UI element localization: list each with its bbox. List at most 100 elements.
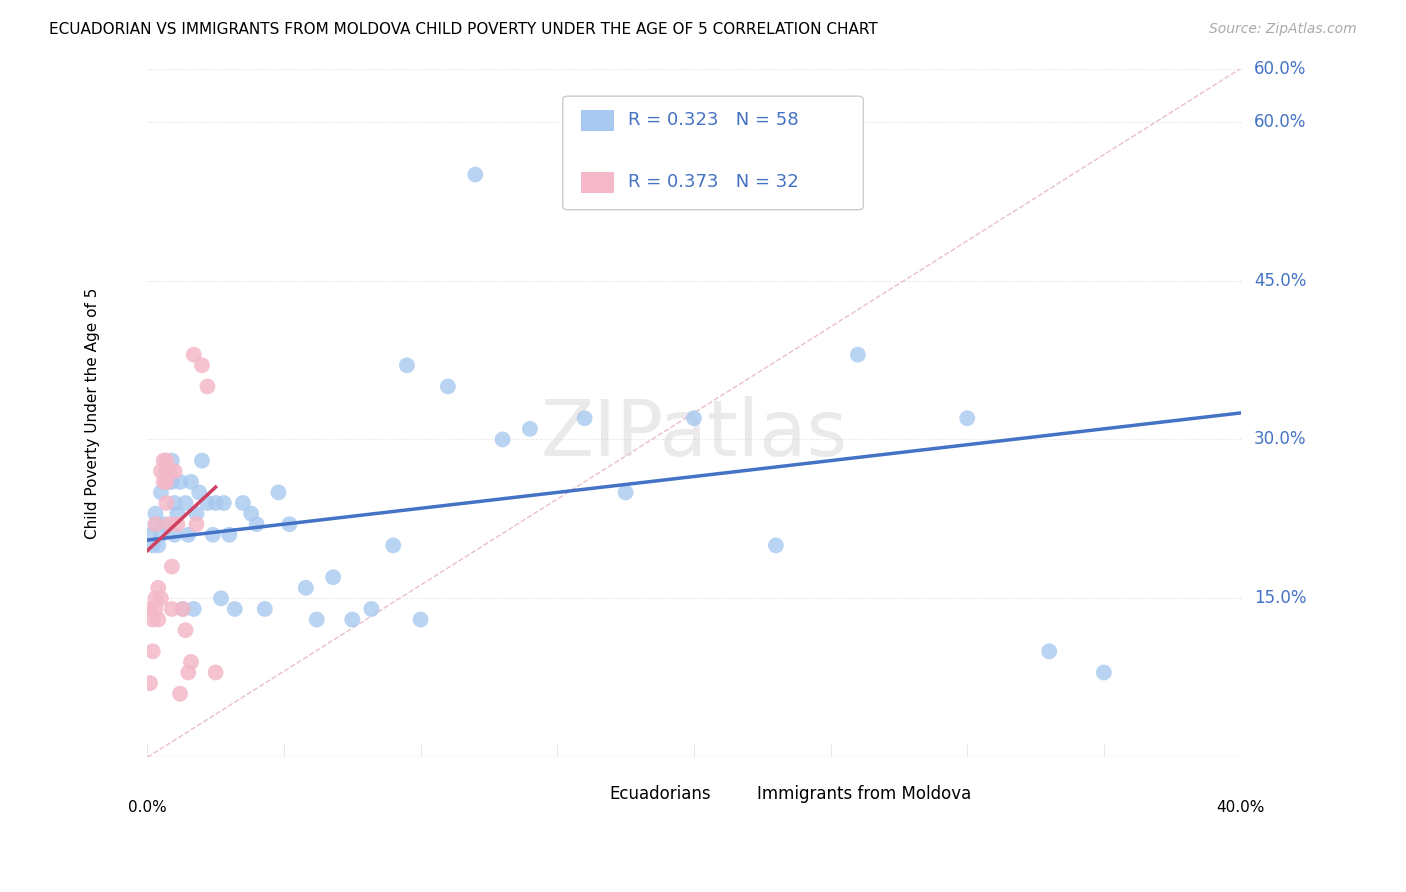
Point — [186, 507, 208, 521]
Point — [142, 538, 165, 552]
Point — [683, 411, 706, 425]
Point — [188, 485, 211, 500]
Point — [139, 602, 162, 616]
Point — [846, 348, 869, 362]
Text: 40.0%: 40.0% — [1216, 799, 1265, 814]
Text: Child Poverty Under the Age of 5: Child Poverty Under the Age of 5 — [86, 287, 100, 539]
Point — [142, 613, 165, 627]
Point — [382, 538, 405, 552]
Point — [437, 379, 460, 393]
Point — [614, 485, 637, 500]
Bar — [579, 787, 603, 802]
Point — [145, 591, 167, 606]
Point — [166, 517, 188, 532]
Point — [166, 507, 188, 521]
Point — [163, 464, 186, 478]
Point — [253, 602, 276, 616]
Point — [305, 613, 328, 627]
Point — [155, 496, 177, 510]
Point — [278, 517, 301, 532]
Point — [1038, 644, 1060, 658]
Text: R = 0.323   N = 58: R = 0.323 N = 58 — [628, 112, 799, 129]
Point — [197, 496, 219, 510]
Text: R = 0.373   N = 32: R = 0.373 N = 32 — [628, 173, 799, 191]
Point — [267, 485, 290, 500]
Point — [172, 602, 194, 616]
Point — [409, 613, 432, 627]
Point — [157, 475, 180, 489]
Point — [201, 528, 224, 542]
Point — [149, 485, 172, 500]
Point — [148, 613, 170, 627]
Point — [174, 623, 197, 637]
Point — [191, 453, 214, 467]
Text: ZIPatlas: ZIPatlas — [540, 396, 848, 472]
Point — [180, 475, 202, 489]
Point — [155, 464, 177, 478]
Point — [177, 528, 200, 542]
Point — [232, 496, 254, 510]
Point — [322, 570, 344, 584]
Bar — [581, 172, 614, 193]
Point — [574, 411, 596, 425]
Point — [155, 453, 177, 467]
Point — [152, 453, 174, 467]
Point — [145, 517, 167, 532]
Point — [209, 591, 232, 606]
Point — [160, 453, 183, 467]
Point — [224, 602, 246, 616]
Point — [212, 496, 235, 510]
Text: 60.0%: 60.0% — [1254, 60, 1306, 78]
Point — [180, 655, 202, 669]
Point — [956, 411, 979, 425]
Point — [191, 358, 214, 372]
Point — [160, 602, 183, 616]
Point — [491, 433, 513, 447]
Point — [464, 168, 486, 182]
Point — [145, 517, 167, 532]
Point — [177, 665, 200, 680]
Text: 15.0%: 15.0% — [1254, 590, 1306, 607]
Point — [169, 475, 191, 489]
Text: 45.0%: 45.0% — [1254, 271, 1306, 290]
Point — [157, 517, 180, 532]
Point — [519, 422, 541, 436]
Point — [155, 475, 177, 489]
Point — [148, 581, 170, 595]
Point — [139, 528, 162, 542]
Text: 0.0%: 0.0% — [128, 799, 167, 814]
Point — [218, 528, 240, 542]
Text: 60.0%: 60.0% — [1254, 112, 1306, 130]
Bar — [581, 110, 614, 130]
Point — [197, 379, 219, 393]
Point — [342, 613, 364, 627]
Point — [169, 687, 191, 701]
Point — [246, 517, 269, 532]
Point — [157, 464, 180, 478]
Point — [139, 676, 162, 690]
Text: Ecuadorians: Ecuadorians — [610, 786, 711, 804]
Text: ECUADORIAN VS IMMIGRANTS FROM MOLDOVA CHILD POVERTY UNDER THE AGE OF 5 CORRELATI: ECUADORIAN VS IMMIGRANTS FROM MOLDOVA CH… — [49, 22, 877, 37]
Point — [294, 581, 316, 595]
Point — [240, 507, 263, 521]
Point — [395, 358, 418, 372]
Point — [163, 496, 186, 510]
Point — [149, 528, 172, 542]
Point — [152, 475, 174, 489]
Point — [174, 496, 197, 510]
Point — [160, 559, 183, 574]
Point — [1092, 665, 1115, 680]
Point — [360, 602, 382, 616]
Point — [183, 348, 205, 362]
Point — [152, 517, 174, 532]
Point — [145, 602, 167, 616]
Point — [145, 507, 167, 521]
Text: Source: ZipAtlas.com: Source: ZipAtlas.com — [1209, 22, 1357, 37]
Point — [163, 528, 186, 542]
Point — [160, 475, 183, 489]
Point — [183, 602, 205, 616]
Point — [204, 496, 226, 510]
Text: 30.0%: 30.0% — [1254, 431, 1306, 449]
Point — [204, 665, 226, 680]
Point — [765, 538, 787, 552]
